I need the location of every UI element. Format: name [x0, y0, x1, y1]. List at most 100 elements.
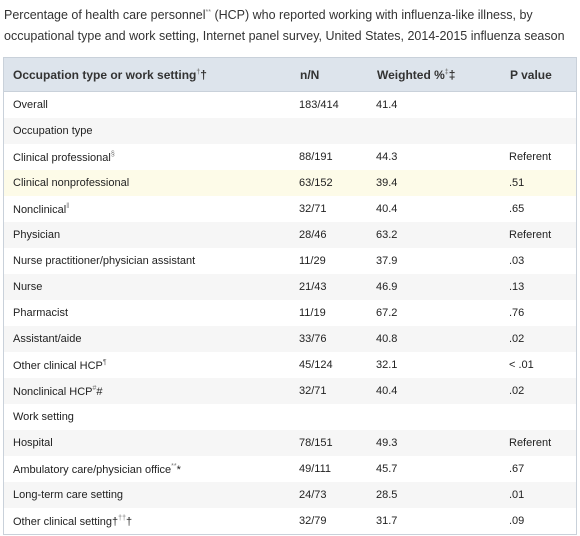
table-row: Ambulatory care/physician office*** 49/11…	[4, 456, 577, 482]
row-label: Other clinical HCP¶	[4, 352, 300, 378]
cell-text: 49/111	[299, 463, 332, 475]
cell	[509, 118, 577, 144]
row-label: Pharmacist	[4, 300, 300, 326]
table-row: Pharmacist 11/19 67.2 .76	[4, 300, 577, 326]
row-label: Clinical nonprofessional	[4, 170, 300, 196]
text: Nurse practitioner/physician assistant	[13, 255, 196, 267]
cell: 37.9	[376, 248, 509, 274]
table-row: Overall 183/414 41.4	[4, 92, 577, 119]
text: Physician	[13, 229, 61, 241]
row-label: Occupation type	[4, 118, 300, 144]
text: Hospital	[13, 437, 53, 449]
cell-text: 33/76	[299, 333, 327, 345]
table-row: Clinical professional§ 88/191 44.3 Referent	[4, 144, 577, 170]
cell-text: < .01	[509, 359, 534, 371]
cell	[299, 118, 376, 144]
cell-text: 67.2	[376, 307, 398, 319]
cell: 31.7	[376, 508, 509, 535]
row-label: Work setting	[4, 404, 300, 430]
cell	[509, 404, 577, 430]
cell-text: 88/191	[299, 151, 333, 163]
cell: 67.2	[376, 300, 509, 326]
cell-text: .65	[509, 203, 525, 215]
cell	[376, 404, 509, 430]
cell: 41.4	[376, 92, 509, 119]
table-row: Work setting	[4, 404, 577, 430]
cell	[299, 404, 376, 430]
cell: 11/19	[299, 300, 376, 326]
table-row: Nurse practitioner/physician assistant 11…	[4, 248, 577, 274]
cell: Referent	[509, 144, 577, 170]
cell: 33/76	[299, 326, 376, 352]
cell-text: 49.3	[376, 437, 398, 449]
footnote-mark: **	[171, 462, 177, 470]
cell: .51	[509, 170, 577, 196]
row-label: Nurse practitioner/physician assistant	[4, 248, 300, 274]
cell-text: .13	[509, 281, 525, 293]
cell: .13	[509, 274, 577, 300]
column-header: n/N	[299, 57, 376, 92]
footnote-mark: ¶	[102, 358, 107, 366]
cell: 32/79	[299, 508, 376, 535]
row-label: Overall	[4, 92, 300, 119]
cell: 88/191	[299, 144, 376, 170]
text: Pharmacist	[13, 307, 69, 319]
cell-text: 63/152	[299, 177, 333, 189]
column-header: Occupation type or work setting††	[3, 57, 299, 92]
cell-text: 32.1	[376, 359, 398, 371]
cell: 45.7	[376, 456, 509, 482]
cell-text: 40.4	[376, 385, 398, 397]
caption: Percentage of health care personnel** (H…	[4, 2, 574, 47]
cell-text: .67	[509, 463, 525, 475]
cell: 39.4	[376, 170, 509, 196]
cell: .67	[509, 456, 577, 482]
cell-text: 41.4	[376, 99, 398, 111]
cell-text: 40.4	[376, 203, 398, 215]
cell: 46.9	[376, 274, 509, 300]
table-row: Physician 28/46 63.2 Referent	[3, 222, 577, 248]
cell-text: .01	[509, 489, 525, 501]
text: Nurse	[13, 281, 43, 293]
cell-text: 45.7	[376, 463, 398, 475]
text: Weighted %	[377, 67, 445, 82]
text: P value	[510, 67, 552, 82]
cell-text: Referent	[509, 151, 552, 163]
data-table: Occupation type or work setting†† n/N Weig…	[3, 57, 577, 535]
table-row: Clinical nonprofessional 63/152 39.4 .51	[3, 170, 577, 196]
cell: .02	[509, 378, 577, 404]
cell: 40.4	[376, 378, 509, 404]
row-label: Hospital	[4, 430, 300, 456]
row-label: Other clinical setting††††	[4, 508, 300, 535]
footnote-mark: †	[125, 515, 133, 528]
text: Long-term care setting	[13, 489, 124, 501]
cell-text: .09	[509, 515, 525, 527]
row-label: Nonclinical‖	[4, 196, 300, 222]
row-label: Assistant/aide	[4, 326, 300, 352]
text: Nonclinical HCP	[13, 385, 93, 398]
cell-text: 21/43	[299, 281, 327, 293]
cell: 32/71	[299, 196, 376, 222]
cell-text: .02	[509, 333, 525, 345]
footnote-mark: #	[96, 385, 103, 398]
cell: 49/111	[299, 456, 376, 482]
text: Clinical nonprofessional	[13, 177, 130, 189]
cell: 24/73	[299, 482, 376, 508]
cell: 49.3	[376, 430, 509, 456]
footnote-mark: (HCP) who reported working with influenz…	[4, 8, 565, 43]
table-row: Nonclinical HCP## 32/71 40.4 .02	[3, 378, 577, 404]
row-label: Nonclinical HCP##	[4, 378, 300, 404]
cell: 40.8	[376, 326, 509, 352]
cell-text: 32/71	[299, 203, 327, 215]
cell-text: .03	[509, 255, 525, 267]
text: Occupation type or work setting	[13, 67, 197, 82]
table-row: Long-term care setting 24/73 28.5 .01	[3, 482, 577, 508]
cell: 28/46	[299, 222, 376, 248]
cell-text: 31.7	[376, 515, 398, 527]
cell-text: Referent	[509, 229, 552, 241]
cell: 63.2	[376, 222, 509, 248]
cell	[509, 92, 577, 119]
footnote-mark: †	[200, 67, 207, 82]
text: Occupation type	[13, 125, 93, 137]
cell: .02	[509, 326, 577, 352]
